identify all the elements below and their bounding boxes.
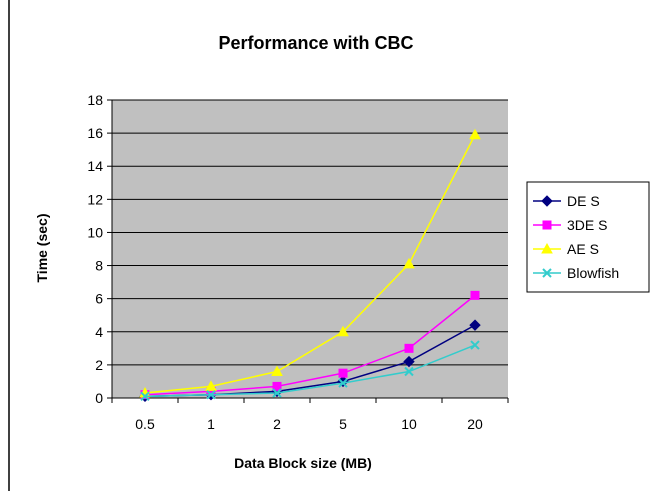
legend-marker xyxy=(541,195,553,207)
x-tick-label: 10 xyxy=(401,416,417,432)
data-point-2 xyxy=(205,380,217,391)
x-tick-label: 20 xyxy=(467,416,483,432)
y-tick-label: 2 xyxy=(95,357,103,373)
y-tick-label: 12 xyxy=(87,191,103,207)
data-point-2 xyxy=(337,325,349,337)
x-axis-label: Data Block size (MB) xyxy=(234,455,372,471)
data-point-0 xyxy=(403,355,415,368)
data-point-2 xyxy=(469,128,481,140)
data-point-1 xyxy=(470,290,480,300)
data-point-1 xyxy=(338,368,348,378)
legend-marker xyxy=(541,242,553,254)
legend: DE S 3DE S AE S Blowfish xyxy=(526,181,650,293)
series-line-2 xyxy=(144,134,476,394)
data-point-1 xyxy=(404,343,414,353)
data-point-3-stroke xyxy=(272,388,282,398)
data-point-3 xyxy=(140,391,150,402)
legend-label: 3DE S xyxy=(567,217,607,233)
y-axis-label: Time (sec) xyxy=(34,214,50,283)
y-tick-label: 18 xyxy=(87,92,103,108)
x-tick-label: 1 xyxy=(207,416,215,432)
data-point-2 xyxy=(403,257,415,269)
data-point-3-stroke xyxy=(470,340,480,350)
y-tick-label: 16 xyxy=(87,125,103,141)
data-point-2 xyxy=(271,365,283,377)
y-tick-label: 14 xyxy=(87,158,103,174)
y-tick-label: 8 xyxy=(95,258,103,274)
y-tick-label: 4 xyxy=(95,324,103,340)
legend-marker-stroke xyxy=(542,268,552,278)
data-point-3 xyxy=(206,389,216,400)
legend-label: AE S xyxy=(567,241,599,257)
data-point-3-stroke xyxy=(338,378,348,388)
y-tick-label: 6 xyxy=(95,291,103,307)
legend-label: Blowfish xyxy=(567,265,619,281)
data-point-0 xyxy=(469,319,481,331)
chart-title: Performance with CBC xyxy=(218,33,413,53)
data-point-3-stroke xyxy=(404,366,414,377)
x-tick-label: 2 xyxy=(273,416,281,432)
data-point-3 xyxy=(404,366,414,377)
legend-marker xyxy=(542,268,552,278)
legend-label: DE S xyxy=(567,193,600,209)
data-point-3 xyxy=(272,388,282,398)
data-point-3 xyxy=(470,340,480,350)
x-tick-label: 5 xyxy=(339,416,347,432)
plot-background xyxy=(112,100,508,398)
data-point-3 xyxy=(338,378,348,388)
series-line-1 xyxy=(144,294,476,396)
data-point-1 xyxy=(272,381,282,391)
legend-marker xyxy=(542,220,552,230)
data-point-3-stroke xyxy=(206,389,216,400)
y-tick-label: 10 xyxy=(87,224,103,240)
data-point-3-stroke xyxy=(140,391,150,402)
x-tick-label: 0.5 xyxy=(135,416,155,432)
y-tick-label: 0 xyxy=(95,390,103,406)
series-line-3 xyxy=(144,344,476,398)
